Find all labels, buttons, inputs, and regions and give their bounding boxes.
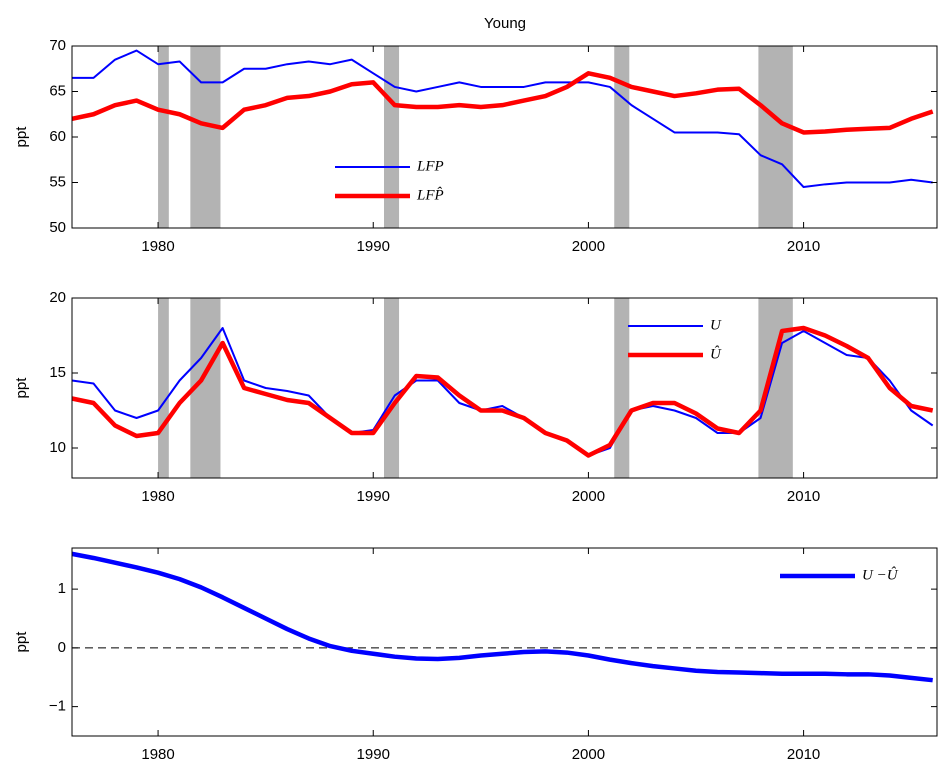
- x-tick-label: 1980: [141, 238, 174, 255]
- recession-band: [190, 46, 221, 228]
- recession-band: [158, 46, 169, 228]
- legend-label: U: [710, 317, 722, 333]
- y-tick-label: 55: [49, 173, 66, 190]
- x-tick-label: 2000: [572, 238, 605, 255]
- y-tick-label: 10: [49, 439, 66, 456]
- y-tick-label: 60: [49, 128, 66, 145]
- y-tick-label: 50: [49, 219, 66, 236]
- axes-box: [71, 297, 938, 479]
- x-tick-label: 2010: [787, 746, 820, 763]
- y-tick-label: 1: [58, 580, 66, 597]
- x-tick-label: 1980: [141, 488, 174, 505]
- chart-title: Young: [484, 15, 526, 32]
- recession-band: [758, 298, 793, 478]
- recession-band: [158, 298, 169, 478]
- recession-band: [758, 46, 793, 228]
- x-tick-label: 1990: [357, 238, 390, 255]
- x-tick-label: 2010: [787, 488, 820, 505]
- x-tick-label: 2000: [572, 746, 605, 763]
- recession-band: [614, 46, 630, 228]
- legend-label: U −Û: [862, 566, 899, 583]
- recession-band: [614, 298, 630, 478]
- x-tick-label: 1990: [357, 746, 390, 763]
- y-axis-label: ppt: [13, 126, 30, 148]
- y-tick-label: 0: [58, 639, 66, 656]
- y-tick-label: 15: [49, 364, 66, 381]
- series-line: [72, 49, 933, 189]
- legend-label: LFP: [416, 158, 444, 174]
- series-line: [71, 551, 933, 683]
- series-line: [71, 327, 934, 457]
- recession-band: [384, 46, 400, 228]
- recession-band: [384, 298, 400, 478]
- legend-label: Û: [710, 345, 722, 362]
- y-tick-label: 70: [49, 37, 66, 54]
- series-line: [71, 325, 934, 458]
- x-tick-label: 2000: [572, 488, 605, 505]
- x-tick-label: 1990: [357, 488, 390, 505]
- series-line: [71, 71, 934, 135]
- y-tick-label: 20: [49, 289, 66, 306]
- y-axis-label: ppt: [13, 377, 30, 399]
- legend-label: LFP̂: [416, 187, 444, 203]
- y-axis-label: ppt: [13, 631, 30, 653]
- axes-box: [71, 547, 938, 737]
- x-tick-label: 2010: [787, 238, 820, 255]
- x-tick-label: 1980: [141, 746, 174, 763]
- y-tick-label: −1: [49, 698, 66, 715]
- y-tick-label: 65: [49, 82, 66, 99]
